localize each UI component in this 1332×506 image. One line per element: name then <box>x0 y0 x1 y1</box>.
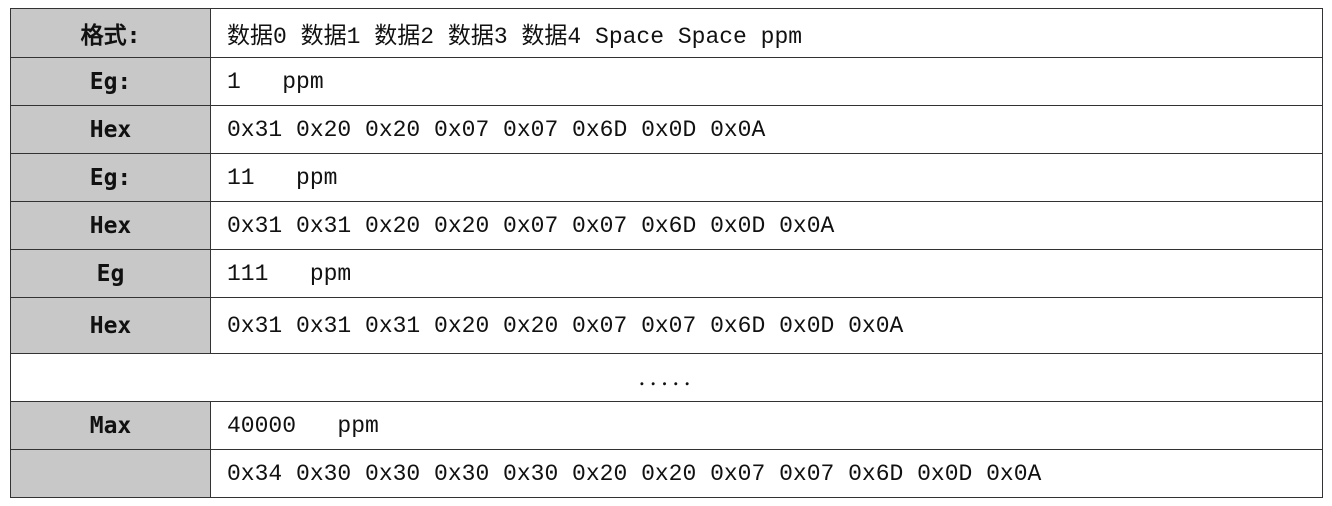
row-value: 0x31 0x31 0x31 0x20 0x20 0x07 0x07 0x6D … <box>210 297 1323 354</box>
row-label: Hex <box>10 201 211 250</box>
table-row: 0x34 0x30 0x30 0x30 0x30 0x20 0x20 0x07 … <box>10 449 1323 498</box>
row-label: Hex <box>10 105 211 154</box>
table-row: Eg: 11 ppm <box>10 153 1323 202</box>
table-row: Eg 111 ppm <box>10 249 1323 298</box>
row-label: Max <box>10 401 211 450</box>
ellipsis: ..... <box>10 353 1323 402</box>
row-value: 数据0 数据1 数据2 数据3 数据4 Space Space ppm <box>210 8 1323 58</box>
row-label: Eg: <box>10 57 211 106</box>
table-row: Hex 0x31 0x20 0x20 0x07 0x07 0x6D 0x0D 0x… <box>10 105 1323 154</box>
table-row: Hex 0x31 0x31 0x31 0x20 0x20 0x07 0x07 0x… <box>10 297 1323 354</box>
row-value: 1 ppm <box>210 57 1323 106</box>
row-value: 0x34 0x30 0x30 0x30 0x30 0x20 0x20 0x07 … <box>210 449 1323 498</box>
row-value: 111 ppm <box>210 249 1323 298</box>
row-value: 11 ppm <box>210 153 1323 202</box>
row-value: 0x31 0x31 0x20 0x20 0x07 0x07 0x6D 0x0D … <box>210 201 1323 250</box>
table-row: Hex 0x31 0x31 0x20 0x20 0x07 0x07 0x6D 0x… <box>10 201 1323 250</box>
row-label: Eg: <box>10 153 211 202</box>
table-row: Eg: 1 ppm <box>10 57 1323 106</box>
row-value: 40000 ppm <box>210 401 1323 450</box>
format-table: 格式: 数据0 数据1 数据2 数据3 数据4 Space Space ppm E… <box>10 8 1323 498</box>
row-value: 0x31 0x20 0x20 0x07 0x07 0x6D 0x0D 0x0A <box>210 105 1323 154</box>
ellipsis-row: ..... <box>10 353 1323 402</box>
table-row: 格式: 数据0 数据1 数据2 数据3 数据4 Space Space ppm <box>10 8 1323 58</box>
row-label <box>10 449 211 498</box>
row-label: Eg <box>10 249 211 298</box>
row-label: Hex <box>10 297 211 354</box>
table-row: Max 40000 ppm <box>10 401 1323 450</box>
row-label: 格式: <box>10 8 211 58</box>
